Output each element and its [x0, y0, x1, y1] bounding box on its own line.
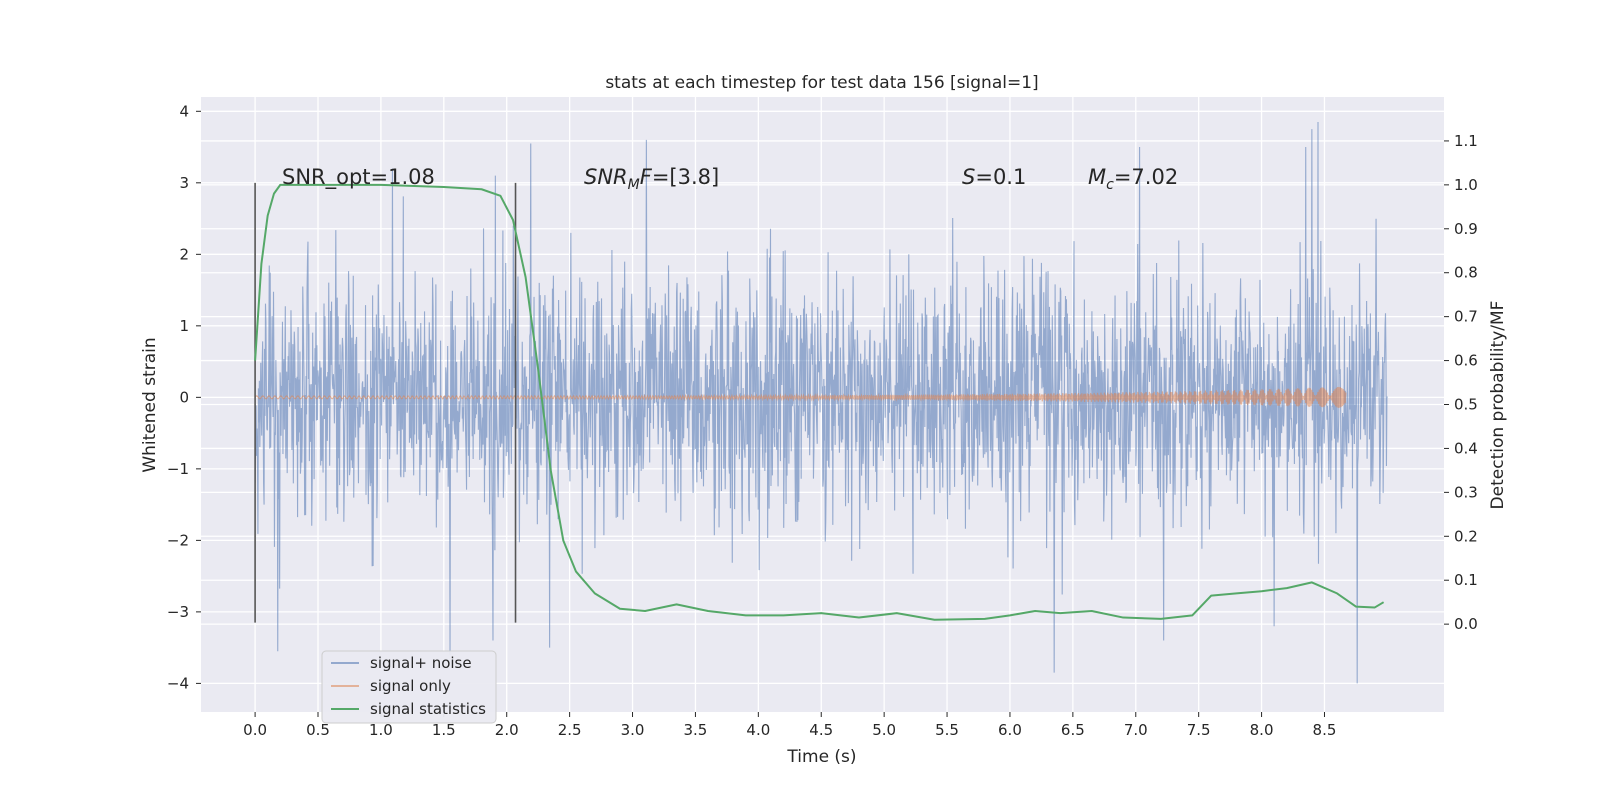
annotation-mc-tail: =7.02: [1114, 165, 1178, 189]
x-tick-label: 4.5: [809, 721, 833, 739]
signal-noise-line: [254, 122, 1388, 684]
x-tick-label: 4.0: [746, 721, 770, 739]
y-tick-label: −4: [167, 674, 189, 692]
annotation-s-main: S: [962, 165, 975, 189]
annotation-snr-mf-sub: M: [628, 177, 640, 193]
chart-title: stats at each timestep for test data 156…: [605, 73, 1038, 93]
y2-tick-label: 0.4: [1454, 439, 1478, 457]
signal-statistics-line: [254, 183, 1385, 621]
legend-label-signal-noise: signal+ noise: [370, 654, 472, 672]
y2-tick-label: 0.2: [1454, 527, 1478, 545]
y-tick-label: 0: [179, 388, 189, 406]
annotation-s-tail: =0.1: [975, 165, 1026, 189]
x-tick-label: 6.0: [998, 721, 1022, 739]
y2-tick-label: 0.0: [1454, 615, 1478, 633]
annotation-mc-main: M: [1088, 165, 1106, 189]
x-tick-label: 5.5: [935, 721, 959, 739]
y2-ticks: 1.1 1.0 0.9 0.8 0.7 0.6 0.5 0.4 0.3 0.2 0.1 0.0: [1444, 132, 1478, 633]
annotation-s: S=0.1: [962, 165, 1026, 189]
annotation-snr-mf-tail-f: F: [640, 165, 653, 189]
x-ticks: 0.0 0.5 1.0 1.5 2.0 2.5 3.0 3.5 4.0 4.5 5.0 5.5 6.0 6…: [243, 712, 1336, 739]
x-tick-label: 5.0: [872, 721, 896, 739]
vertical-markers: [254, 182, 517, 623]
legend-label-signal-only: signal only: [370, 677, 451, 695]
x-tick-label: 8.0: [1250, 721, 1274, 739]
x-tick-label: 1.0: [369, 721, 393, 739]
annotation-snr-opt: SNR_opt=1.08: [282, 165, 435, 190]
y-tick-label: 1: [179, 317, 189, 335]
y-axis-label: Whitened strain: [140, 337, 160, 472]
y-tick-label: −2: [167, 531, 189, 549]
legend-box: [321, 650, 497, 724]
x-axis-label: Time (s): [786, 747, 856, 767]
x-tick-label: 6.5: [1061, 721, 1085, 739]
x-tick-label: 3.0: [621, 721, 645, 739]
legend-label-signal-statistics: signal statistics: [370, 700, 486, 718]
y-ticks: 4 3 2 1 0 −1 −2 −3 −4: [167, 102, 201, 692]
annotation-mc: Mc=7.02: [1088, 165, 1178, 193]
x-tick-label: 0.5: [306, 721, 330, 739]
x-tick-label: 0.0: [243, 721, 267, 739]
y2-tick-label: 1.0: [1454, 176, 1478, 194]
x-tick-label: 2.0: [495, 721, 519, 739]
y2-axis-label: Detection probability/MF: [1488, 301, 1508, 510]
series-signal-noise: [254, 122, 1388, 684]
y2-tick-label: 0.5: [1454, 396, 1478, 414]
annotation-snr-mf-main: SNR: [584, 165, 628, 189]
x-tick-label: 8.5: [1313, 721, 1337, 739]
annotation-mc-sub: c: [1106, 177, 1114, 193]
y2-tick-label: 0.9: [1454, 220, 1478, 238]
series-signal-only: [254, 386, 1347, 408]
y-tick-label: 3: [179, 174, 189, 192]
x-tick-label: 7.5: [1187, 721, 1211, 739]
x-tick-label: 2.5: [558, 721, 582, 739]
y-tick-label: 4: [179, 102, 189, 120]
legend: signal+ noise signal only signal statist…: [321, 650, 497, 724]
y-tick-label: 2: [179, 245, 189, 263]
annotation-snr-mf-tail: =[3.8]: [652, 165, 719, 189]
annotation-snr-mf: SNRMF=[3.8]: [584, 165, 719, 193]
x-tick-label: 1.5: [432, 721, 456, 739]
series-signal-statistics: [254, 183, 1385, 621]
y-tick-label: −1: [167, 460, 189, 478]
y2-tick-label: 0.6: [1454, 352, 1478, 370]
x-tick-label: 3.5: [684, 721, 708, 739]
y-tick-label: −3: [167, 603, 189, 621]
y2-tick-label: 1.1: [1454, 132, 1478, 150]
x-tick-label: 7.0: [1124, 721, 1148, 739]
y2-tick-label: 0.8: [1454, 264, 1478, 282]
y2-tick-label: 0.1: [1454, 571, 1478, 589]
y2-tick-label: 0.7: [1454, 308, 1478, 326]
y2-tick-label: 0.3: [1454, 483, 1478, 501]
signal-only-line: [254, 386, 1347, 408]
